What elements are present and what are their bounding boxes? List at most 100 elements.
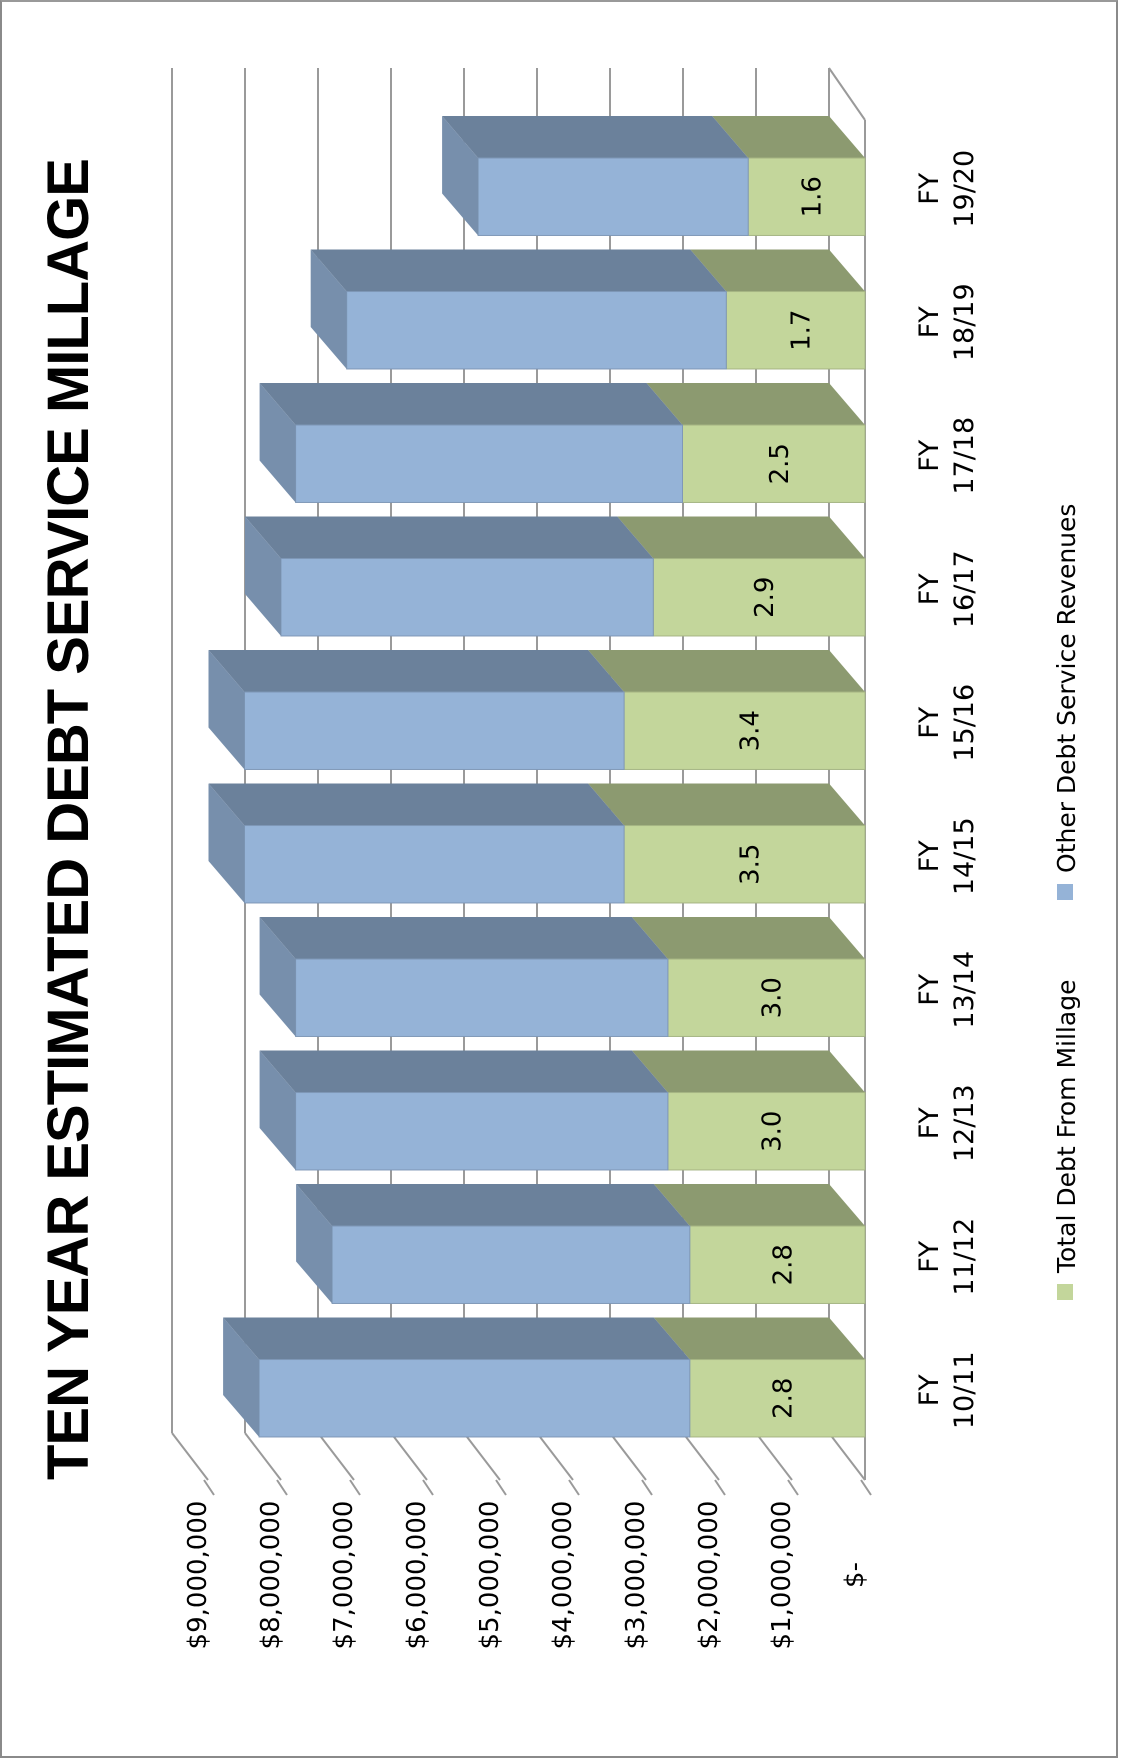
bar-top-0 <box>653 1184 865 1227</box>
axis-tick <box>203 1479 215 1496</box>
bar-top-1 <box>208 650 625 693</box>
axis-tick <box>276 1479 288 1496</box>
tick-label: $8,000,000 <box>256 1501 286 1650</box>
bar-top-0 <box>646 383 865 426</box>
axis-tick <box>349 1479 361 1496</box>
bar-top-1 <box>245 516 654 559</box>
bar-other <box>280 558 654 637</box>
data-label: 1.6 <box>798 176 828 217</box>
bar-other <box>244 691 625 770</box>
bar-end-cap <box>223 1317 260 1437</box>
category-label: FY <box>914 573 945 606</box>
category-label: 13/14 <box>949 951 980 1029</box>
data-label: 3.4 <box>736 710 766 751</box>
bar-other <box>346 291 727 370</box>
tick-label: $4,000,000 <box>548 1501 578 1650</box>
data-label: 2.5 <box>765 443 795 484</box>
axis-tick <box>641 1479 653 1496</box>
category-label: 10/11 <box>949 1351 980 1429</box>
category-label: FY <box>914 706 945 739</box>
data-label: 3.5 <box>736 844 766 885</box>
bar-millage <box>689 1359 866 1438</box>
floor-gridline <box>609 1432 647 1481</box>
bar-top-1 <box>259 917 668 960</box>
category-label: FY <box>914 306 945 339</box>
category-label: 19/20 <box>949 150 980 228</box>
bar-top-0 <box>653 1317 865 1360</box>
bar-millage <box>667 1092 866 1171</box>
bar-top-0 <box>712 116 865 159</box>
tick-label: $5,000,000 <box>475 1501 505 1650</box>
legend-swatch <box>1057 1284 1073 1300</box>
side-wall-top <box>828 67 866 121</box>
tick-label: $9,000,000 <box>183 1501 213 1650</box>
data-label: 1.7 <box>787 310 817 351</box>
data-label: 3.0 <box>757 977 787 1018</box>
floor-gridline <box>536 1432 574 1481</box>
bar-millage <box>747 157 866 236</box>
bar-millage <box>725 291 866 370</box>
legend-swatch <box>1057 884 1073 900</box>
axis-tick <box>568 1479 580 1496</box>
axis-tick <box>787 1479 799 1496</box>
bars <box>208 116 866 1438</box>
category-label: 17/18 <box>949 417 980 495</box>
bar-top-0 <box>631 1050 865 1093</box>
bar-end-cap <box>259 917 296 1037</box>
floor-gridline <box>682 1432 720 1481</box>
bar-top-0 <box>690 249 865 292</box>
legend-label: Other Debt Service Revenues <box>1052 504 1081 873</box>
category-label: 14/15 <box>949 817 980 895</box>
bar-end-cap <box>442 116 479 236</box>
data-label: 2.8 <box>768 1378 798 1419</box>
tick-label: $2,000,000 <box>694 1501 724 1650</box>
bar-top-0 <box>631 917 865 960</box>
axes <box>203 1479 872 1496</box>
bar-end-cap <box>259 383 296 503</box>
bar-top-1 <box>259 1050 668 1093</box>
data-label: 2.8 <box>768 1244 798 1285</box>
bar-end-cap <box>259 1050 296 1170</box>
bar-top-0 <box>617 516 865 559</box>
bar-millage <box>652 558 866 637</box>
bar-end-cap <box>310 249 347 369</box>
axis-tick <box>860 1479 872 1496</box>
legend-label: Total Debt From Millage <box>1052 980 1081 1274</box>
bar-other <box>295 958 669 1037</box>
category-label: FY <box>914 1107 945 1140</box>
tick-label: $1,000,000 <box>767 1501 797 1650</box>
bar-end-cap <box>296 1184 333 1304</box>
bar-end-cap <box>208 783 245 903</box>
category-label: FY <box>914 439 945 472</box>
category-label: 15/16 <box>949 684 980 762</box>
bar-top-0 <box>588 650 865 693</box>
floor-gridline <box>171 1432 209 1481</box>
bar-other <box>295 1092 669 1171</box>
chart-title: TEN YEAR ESTIMATED DEBT SERVICE MILLAGE <box>36 159 101 1480</box>
bar-top-1 <box>223 1317 690 1360</box>
category-label: 18/19 <box>949 283 980 361</box>
category-label: 11/12 <box>949 1218 980 1296</box>
bar-other <box>295 424 683 503</box>
bar-top-0 <box>588 783 865 826</box>
bar-millage <box>689 1225 866 1304</box>
bar-millage <box>682 424 866 503</box>
tick-label: $- <box>840 1562 870 1588</box>
tick-label: $3,000,000 <box>621 1501 651 1650</box>
category-label: FY <box>914 973 945 1006</box>
category-label: 16/17 <box>949 550 980 628</box>
floor-gridline <box>755 1432 793 1481</box>
bar-other <box>258 1359 691 1438</box>
bar-top-1 <box>208 783 625 826</box>
axis-tick <box>714 1479 726 1496</box>
bar-millage <box>623 825 866 904</box>
bar-end-cap <box>208 650 245 770</box>
data-label: 3.0 <box>757 1111 787 1152</box>
category-label: FY <box>914 840 945 873</box>
bar-end-cap <box>245 516 281 636</box>
floor-gridline <box>317 1432 355 1481</box>
bar-other <box>331 1225 691 1304</box>
category-label: FY <box>914 1374 945 1407</box>
